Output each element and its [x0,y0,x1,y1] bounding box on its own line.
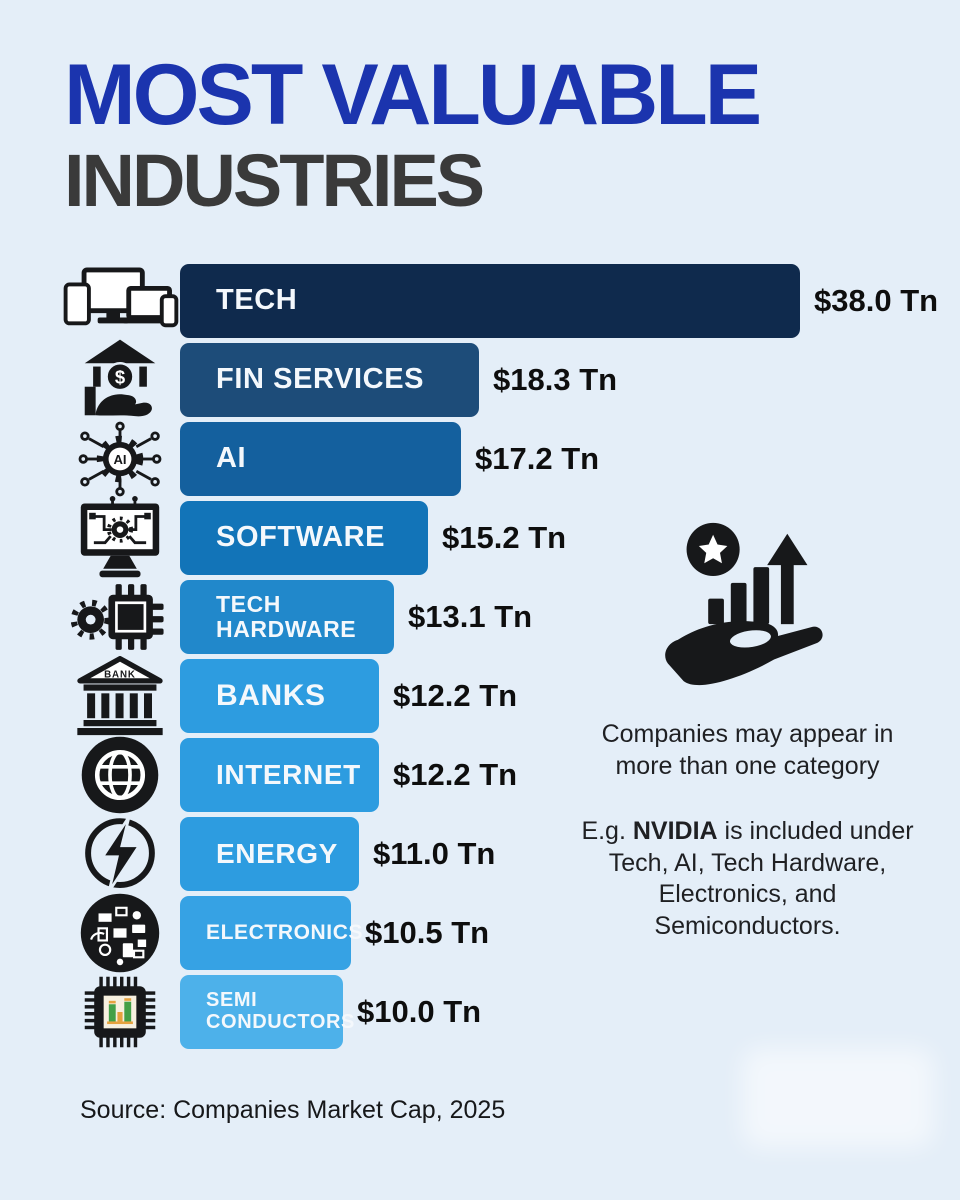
value-label: $10.5 Tn [365,915,490,950]
value-label: $18.3 Tn [493,362,618,397]
value-label: $10.0 Tn [357,994,482,1029]
lightning-icon [60,815,180,893]
title-line-2: INDUSTRIES [64,139,485,222]
value-label: $12.2 Tn [393,757,518,792]
bank-building-icon: BANK [60,656,180,736]
value-label: $17.2 Tn [475,441,600,476]
chip-gear-icon [60,580,180,654]
page-title: MOST VALUABLE INDUSTRIES [64,47,762,222]
bar-tech-hardware: TECH HARDWARE [180,580,394,654]
note-multi-category: Companies may appear in more than one ca… [601,720,894,780]
svg-text:BANK: BANK [104,669,136,680]
chart-row-ai: AI AI $17.2 Tn [60,421,938,497]
value-label: $13.1 Tn [408,599,533,634]
chart-row-fin-services: $ FIN SERVICES $18.3 Tn [60,339,938,417]
globe-icon [60,736,180,814]
bar-electronics: ELECTRONICS [180,896,363,970]
bar-ai: AI [180,422,461,496]
source-credit: Source: Companies Market Cap, 2025 [80,1096,506,1124]
ai-network-icon: AI [60,421,180,497]
bar-tech: TECH [180,264,800,338]
chart-row-tech: TECH $38.0 Tn [60,264,938,338]
note-panel: Companies may appear in more than one ca… [550,515,945,942]
devices-icon [60,264,180,338]
gadgets-icon [60,893,180,973]
bar-energy: ENERGY [180,817,359,891]
software-monitor-icon [60,496,180,578]
chart-row-electronics: ELECTRONICS $10.5 Tn [60,893,938,973]
semiconductor-icon [60,975,180,1049]
note-nvidia-example: E.g. NVIDIA is included under Tech, AI, … [581,817,914,940]
chart-row-tech-hardware: TECH HARDWARE $13.1 Tn [60,580,938,654]
value-label: $15.2 Tn [442,520,567,555]
value-label: $38.0 Tn [814,283,939,318]
value-label: $12.2 Tn [393,678,518,713]
bar-fin-services: FIN SERVICES [180,343,479,417]
hand-growth-icon [664,522,823,686]
bar-semiconductors: SEMI CONDUCTORS [180,975,354,1049]
chart-row-banks: BANK BANKS $12.2 Tn [60,656,938,736]
bar-internet: INTERNET [180,738,379,812]
bar-banks: BANKS [180,659,379,733]
svg-text:AI: AI [113,452,126,467]
bank-hand-icon: $ [60,339,180,417]
chart-row-energy: ENERGY $11.0 Tn [60,815,938,893]
chart-row-software: SOFTWARE $15.2 Tn [60,496,938,578]
chart-row-internet: INTERNET $12.2 Tn [60,736,938,814]
nvidia-bold: NVIDIA [632,817,718,845]
bar-chart: TECH $38.0 Tn $ FIN SERVICES [60,264,938,1054]
value-label: $11.0 Tn [373,836,496,871]
bar-software: SOFTWARE [180,501,428,575]
title-line-1: MOST VALUABLE [64,47,762,143]
svg-text:$: $ [115,366,126,387]
watermark-blur [742,1048,934,1148]
chart-row-semiconductors: SEMI CONDUCTORS $10.0 Tn [60,975,938,1049]
